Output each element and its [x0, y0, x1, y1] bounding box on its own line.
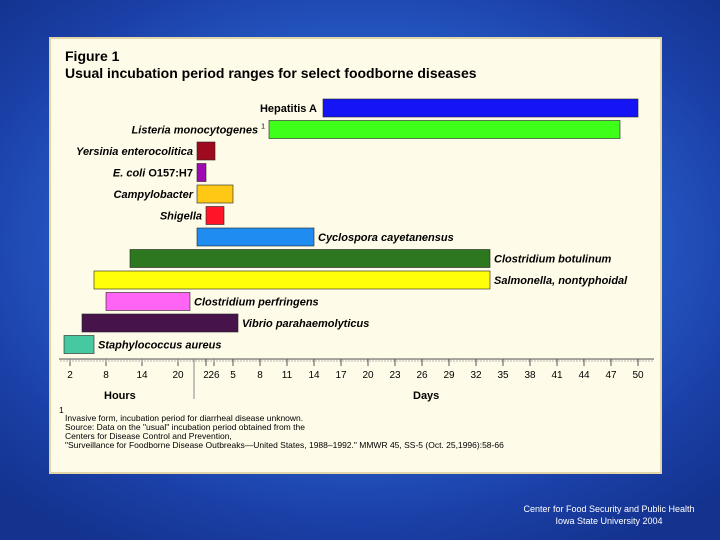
day-tick-label: 14 [308, 370, 320, 381]
days-axis-title: Days [413, 390, 439, 402]
day-tick-label: 8 [257, 370, 263, 381]
bar-label: Vibrio parahaemolyticus [242, 318, 369, 330]
bar-label-name: Campylobacter [114, 189, 194, 201]
bar-o157-h7 [196, 163, 207, 182]
credit-line-1: Center for Food Security and Public Heal… [523, 504, 695, 514]
day-tick-label: 29 [443, 370, 455, 381]
bar-label-name: Cyclospora cayetanensus [318, 232, 454, 244]
footnote-line-2: Source: Data on the "usual" incubation p… [65, 422, 305, 432]
bar-campylobacter [196, 184, 234, 204]
bar-hepatitis-a [322, 98, 639, 118]
bar-label: Shigella [160, 211, 202, 223]
bar-vibrio-parahaemolyticus [81, 313, 239, 333]
bar-staphylococcus-aureus [63, 335, 95, 354]
bar-shigella [205, 206, 225, 225]
bar-label-name: O157:H7 [148, 168, 193, 180]
day-tick-label: 5 [230, 370, 236, 381]
bar-label: Salmonella, nontyphoidal [494, 275, 628, 287]
hours-axis-title: Hours [104, 390, 136, 402]
time-axis: 2 8 14 20 262 5 8 11 14 17 20 23 26 29 32 35 38 41 44 47 50 … [59, 358, 654, 402]
hour-tick-label: 2 [67, 370, 73, 381]
bar-label-name: Clostridium botulinum [494, 254, 612, 266]
incubation-chart: Figure 1 Usual incubation period ranges … [59, 48, 654, 450]
credit-line-2: Iowa State University 2004 [555, 516, 663, 526]
bar-clostridium-botulinum [129, 249, 491, 268]
chart-subtitle: Usual incubation period ranges for selec… [65, 65, 477, 81]
day-tick-label: 38 [524, 370, 536, 381]
day-tick-label: 35 [497, 370, 509, 381]
footnote-block: 1 Invasive form, incubation period for d… [59, 405, 504, 450]
footnote-marker: 1 [59, 405, 64, 415]
bar-clostridium-perfringens [105, 292, 191, 311]
bar-label: Listeria monocytogenes 1 [132, 124, 266, 137]
bar-yersinia-enterocolitica [196, 141, 216, 161]
bar-listeria-monocytogenes [268, 120, 621, 139]
figure-panel: Figure 1 Usual incubation period ranges … [49, 37, 662, 474]
day-tick-label: 2 [203, 370, 209, 381]
day-tick-label: 20 [362, 370, 374, 381]
credit-block: Center for Food Security and Public Heal… [496, 503, 720, 527]
hour-tick-label: 26 [208, 370, 220, 381]
bar-label: Staphylococcus aureus [98, 340, 222, 352]
bar-label-name: Listeria monocytogenes [132, 125, 259, 137]
hour-tick-label: 8 [103, 370, 109, 381]
bar-label-name: Shigella [160, 211, 202, 223]
footnote-line-3: Centers for Disease Control and Preventi… [65, 431, 232, 441]
footnote-line-1: Invasive form, incubation period for dia… [65, 413, 303, 423]
bar-label-name: Hepatitis A [260, 103, 317, 115]
ticks-group: 2 8 14 20 262 5 8 11 14 17 20 23 26 29 32 35 38 41 44 47 50 [60, 359, 653, 381]
day-tick-label: 17 [335, 370, 347, 381]
bar-label-name: Staphylococcus aureus [98, 340, 222, 352]
day-tick-label: 47 [605, 370, 617, 381]
day-tick-label: 23 [389, 370, 401, 381]
hour-tick-label: 20 [172, 370, 184, 381]
bar-label: Hepatitis A [260, 103, 317, 115]
footnote-line-4: "Surveillance for Foodborne Disease Outb… [65, 440, 504, 450]
chart-title: Figure 1 [65, 48, 120, 64]
day-tick-label: 44 [578, 370, 590, 381]
bar-label: Campylobacter [114, 189, 194, 201]
bar-label: Clostridium botulinum [494, 254, 612, 266]
bar-label: Clostridium perfringens [194, 297, 319, 309]
bar-label-name: Clostridium perfringens [194, 297, 319, 309]
footnote-ref: 1 [261, 124, 265, 131]
day-tick-label: 32 [470, 370, 482, 381]
bar-label-name: Vibrio parahaemolyticus [242, 318, 369, 330]
bar-label-prefix: E. coli [113, 168, 148, 180]
day-tick-label: 41 [551, 370, 563, 381]
bar-label: Cyclospora cayetanensus [318, 232, 454, 244]
day-tick-label: 11 [282, 370, 293, 381]
bar-label: Yersinia enterocolitica [76, 146, 193, 158]
day-tick-label: 26 [416, 370, 428, 381]
bar-label: E. coli O157:H7 [113, 168, 193, 180]
bar-salmonella-nontyphoidal [93, 270, 491, 290]
bar-label-name: Yersinia enterocolitica [76, 146, 193, 158]
day-tick-label: 50 [632, 370, 644, 381]
bar-label-name: Salmonella, nontyphoidal [494, 275, 628, 287]
bar-cyclospora-cayetanensus [196, 227, 315, 247]
hour-tick-label: 14 [136, 370, 148, 381]
